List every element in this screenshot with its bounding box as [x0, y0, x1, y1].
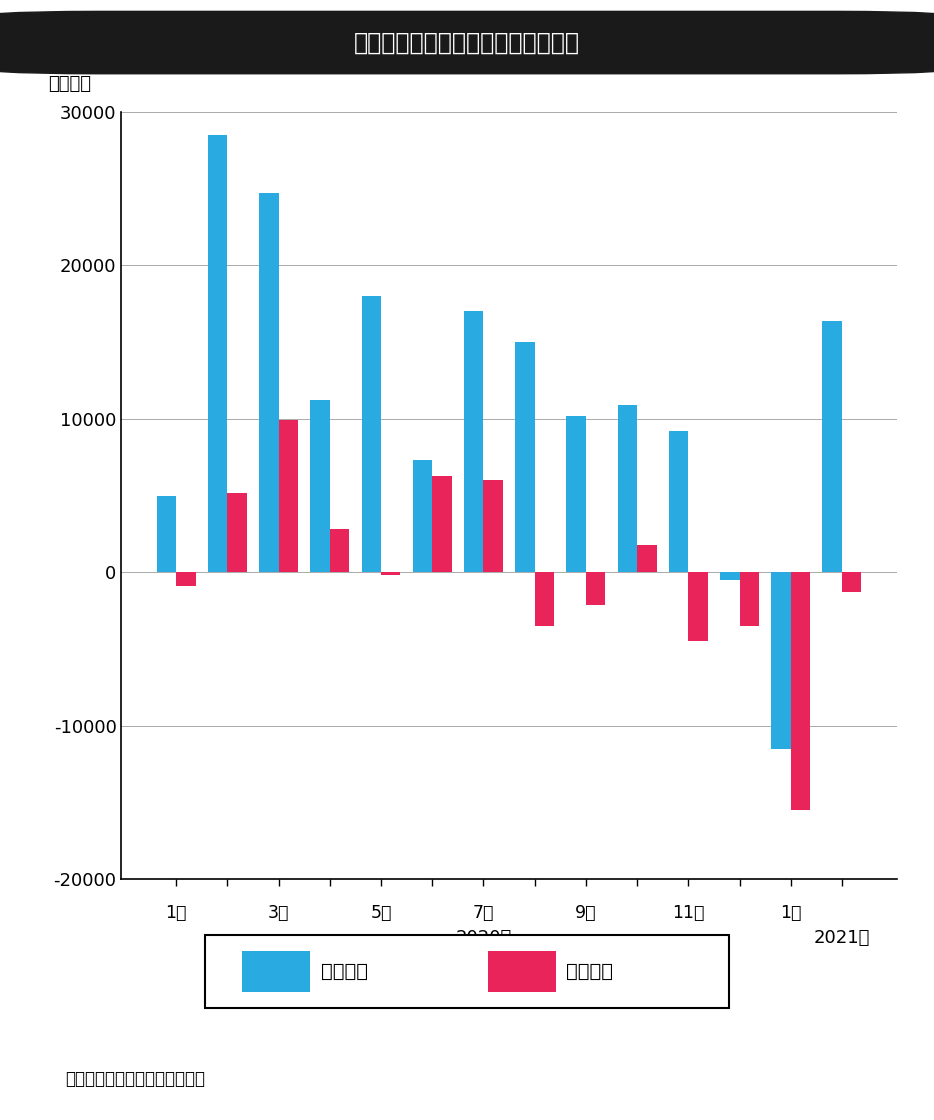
- Bar: [177, 572, 195, 586]
- Bar: [227, 493, 247, 572]
- Bar: [842, 572, 861, 592]
- Text: 2021年: 2021年: [814, 930, 870, 948]
- Text: 経常収支: 経常収支: [320, 962, 368, 981]
- Bar: [310, 401, 330, 572]
- Bar: [720, 572, 740, 580]
- Bar: [361, 296, 381, 572]
- Bar: [413, 460, 432, 572]
- Bar: [516, 342, 534, 572]
- Bar: [566, 416, 586, 572]
- FancyBboxPatch shape: [205, 935, 729, 1008]
- Text: （資料）財務省、国際収支状況: （資料）財務省、国際収支状況: [65, 1071, 205, 1089]
- Text: 貳易収支: 貳易収支: [566, 962, 614, 981]
- Text: （億円）: （億円）: [48, 75, 91, 93]
- Bar: [208, 136, 227, 572]
- Bar: [484, 480, 502, 572]
- Bar: [791, 572, 810, 810]
- Bar: [688, 572, 708, 642]
- Text: 3月: 3月: [268, 904, 290, 922]
- Text: 1月: 1月: [165, 904, 187, 922]
- Bar: [259, 194, 278, 572]
- Bar: [823, 320, 842, 572]
- Bar: [617, 405, 637, 572]
- Bar: [771, 572, 791, 749]
- Text: 11月: 11月: [672, 904, 704, 922]
- Text: 1月: 1月: [780, 904, 801, 922]
- Text: 2020年: 2020年: [455, 930, 512, 948]
- Bar: [278, 420, 298, 572]
- Bar: [637, 544, 657, 572]
- Bar: [740, 572, 759, 626]
- Bar: [432, 476, 452, 572]
- Text: 5月: 5月: [370, 904, 391, 922]
- Bar: [488, 951, 556, 992]
- Bar: [330, 530, 349, 572]
- Bar: [242, 951, 310, 992]
- Bar: [381, 572, 401, 576]
- Bar: [586, 572, 605, 605]
- Bar: [534, 572, 554, 626]
- Text: 図表１　日本の貳易収支と経常収支: 図表１ 日本の貳易収支と経常収支: [354, 30, 580, 55]
- Bar: [157, 495, 177, 572]
- FancyBboxPatch shape: [0, 11, 934, 74]
- Bar: [464, 311, 484, 572]
- Text: 9月: 9月: [575, 904, 597, 922]
- Text: 7月: 7月: [473, 904, 494, 922]
- Bar: [669, 431, 688, 572]
